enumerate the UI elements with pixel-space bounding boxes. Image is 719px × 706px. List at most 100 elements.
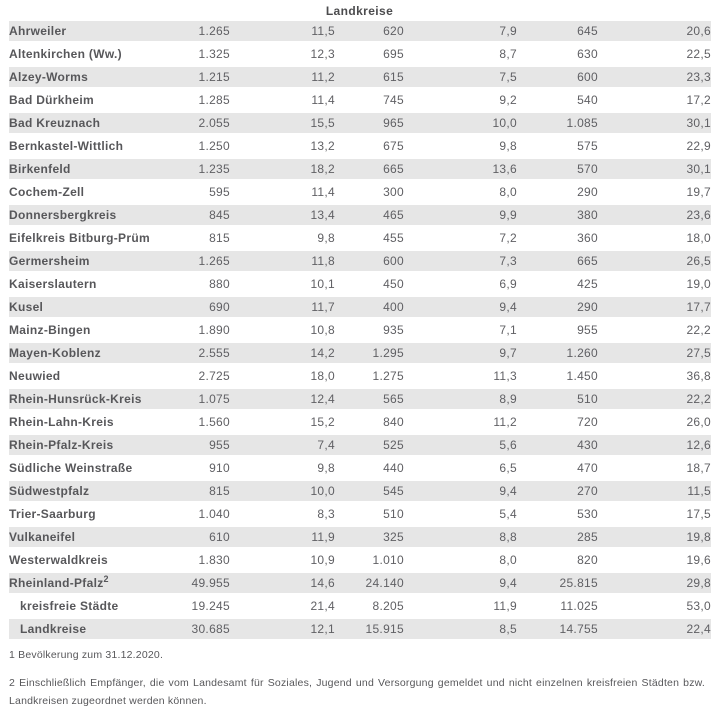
row-value: 10,0 <box>492 116 517 130</box>
row-value: 270 <box>577 484 598 498</box>
row-value: 11,2 <box>311 70 335 84</box>
row-label: Rhein-Pfalz-Kreis <box>9 438 114 452</box>
row-value: 8,0 <box>499 553 517 567</box>
row-value: 8,7 <box>499 47 517 61</box>
row-value: 7,4 <box>317 438 335 452</box>
row-value: 965 <box>383 116 404 130</box>
row-value: 285 <box>577 530 598 544</box>
row-label: Südliche Weinstraße <box>9 461 133 475</box>
table-row: Mayen-Koblenz 2.555 14,2 1.295 9,7 1.260 27,5 <box>9 343 711 363</box>
footnote-1: 1 Bevölkerung zum 31.12.2020. <box>9 649 164 661</box>
row-value: 880 <box>209 277 230 291</box>
row-value: 525 <box>383 438 404 452</box>
row-label: Neuwied <box>9 369 61 383</box>
row-value: 955 <box>209 438 230 452</box>
table-row: Germersheim 1.265 11,8 600 7,3 665 26,5 <box>9 251 711 271</box>
row-value: 360 <box>577 231 598 245</box>
row-value: 7,2 <box>499 231 517 245</box>
row-value: 53,0 <box>686 599 711 613</box>
row-value: 2.055 <box>198 116 230 130</box>
table-row: Ahrweiler 1.265 11,5 620 7,9 645 20,6 <box>9 21 711 41</box>
row-value: 26,5 <box>686 254 711 268</box>
row-value: 11,2 <box>493 415 517 429</box>
row-value: 9,2 <box>499 93 517 107</box>
row-value: 7,5 <box>499 70 517 84</box>
row-value: 910 <box>209 461 230 475</box>
row-label: Bad Kreuznach <box>9 116 101 130</box>
row-value: 11,9 <box>311 530 335 544</box>
row-value: 11.025 <box>560 599 598 613</box>
row-value: 17,2 <box>686 93 711 107</box>
row-label: Altenkirchen (Ww.) <box>9 47 122 61</box>
row-value: 575 <box>577 139 598 153</box>
row-label: Kusel <box>9 300 44 314</box>
row-value: 22,2 <box>686 392 711 406</box>
row-value: 470 <box>577 461 598 475</box>
table-row: Westerwaldkreis 1.830 10,9 1.010 8,0 820 19,6 <box>9 550 711 570</box>
table-row: Mainz-Bingen 1.890 10,8 935 7,1 955 22,2 <box>9 320 711 340</box>
row-value: 18,7 <box>686 461 711 475</box>
row-label: Cochem-Zell <box>9 185 85 199</box>
row-label: Bernkastel-Wittlich <box>9 139 124 153</box>
table-row: Bad Kreuznach 2.055 15,5 965 10,0 1.085 30,1 <box>9 113 711 133</box>
row-value: 8.205 <box>372 599 404 613</box>
table-row: Birkenfeld 1.235 18,2 665 13,6 570 30,1 <box>9 159 711 179</box>
row-label: Ahrweiler <box>9 24 67 38</box>
row-value: 9,8 <box>317 231 335 245</box>
table-row: Cochem-Zell 595 11,4 300 8,0 290 19,7 <box>9 182 711 202</box>
table-row: Südliche Weinstraße 910 9,8 440 6,5 470 18,7 <box>9 458 711 478</box>
row-label: Alzey-Worms <box>9 70 89 84</box>
row-label: Vulkaneifel <box>9 530 76 544</box>
row-label: Germersheim <box>9 254 90 268</box>
row-value: 26,0 <box>686 415 711 429</box>
row-value: 615 <box>383 70 404 84</box>
row-value: 8,8 <box>499 530 517 544</box>
landkreise-table: Ahrweiler 1.265 11,5 620 7,9 645 20,6 Altenkirc… <box>0 21 719 639</box>
table-row: Neuwied 2.725 18,0 1.275 11,3 1.450 36,8 <box>9 366 711 386</box>
row-value: 720 <box>577 415 598 429</box>
row-value: 1.265 <box>198 254 230 268</box>
row-value: 22,4 <box>686 622 711 636</box>
row-value: 1.830 <box>198 553 230 567</box>
row-label: Bad Dürkheim <box>9 93 94 107</box>
row-value: 815 <box>209 231 230 245</box>
row-value: 690 <box>209 300 230 314</box>
row-value: 440 <box>383 461 404 475</box>
row-value: 425 <box>577 277 598 291</box>
footnote-marker: 2 <box>103 574 109 584</box>
row-value: 15,2 <box>310 415 335 429</box>
table-row: Donnersbergkreis 845 13,4 465 9,9 380 23,6 <box>9 205 711 225</box>
row-value: 15.915 <box>365 622 404 636</box>
row-value: 10,0 <box>310 484 335 498</box>
row-value: 665 <box>577 254 598 268</box>
row-label: Landkreise <box>20 622 87 636</box>
row-label: Rhein-Lahn-Kreis <box>9 415 114 429</box>
table-row: Vulkaneifel 610 11,9 325 8,8 285 19,8 <box>9 527 711 547</box>
row-value: 540 <box>577 93 598 107</box>
row-value: 13,4 <box>310 208 335 222</box>
table-row: Südwestpfalz 815 10,0 545 9,4 270 11,5 <box>9 481 711 501</box>
row-value: 30.685 <box>191 622 230 636</box>
table-row: Bad Dürkheim 1.285 11,4 745 9,2 540 17,2 <box>9 90 711 110</box>
row-value: 9,8 <box>499 139 517 153</box>
row-value: 19,8 <box>686 530 711 544</box>
table-row: Rhein-Lahn-Kreis 1.560 15,2 840 11,2 720 26,0 <box>9 412 711 432</box>
row-value: 565 <box>383 392 404 406</box>
row-label: Westerwaldkreis <box>9 553 108 567</box>
row-value: 7,1 <box>499 323 517 337</box>
row-value: 1.295 <box>372 346 404 360</box>
table-row: Rhein-Pfalz-Kreis 955 7,4 525 5,6 430 12,6 <box>9 435 711 455</box>
row-value: 19,7 <box>686 185 711 199</box>
row-label: Kaiserslautern <box>9 277 97 291</box>
row-value: 49.955 <box>191 576 230 590</box>
table-row: Landkreise 30.685 12,1 15.915 8,5 14.755 22,4 <box>9 619 711 639</box>
row-value: 8,5 <box>499 622 517 636</box>
row-value: 455 <box>383 231 404 245</box>
row-value: 570 <box>577 162 598 176</box>
table-row: Altenkirchen (Ww.) 1.325 12,3 695 8,7 630 22,5 <box>9 44 711 64</box>
row-label: Südwestpfalz <box>9 484 90 498</box>
table-row: kreisfreie Städte 19.245 21,4 8.205 11,9 11.0… <box>9 596 711 616</box>
row-value: 545 <box>383 484 404 498</box>
row-value: 18,0 <box>686 231 711 245</box>
